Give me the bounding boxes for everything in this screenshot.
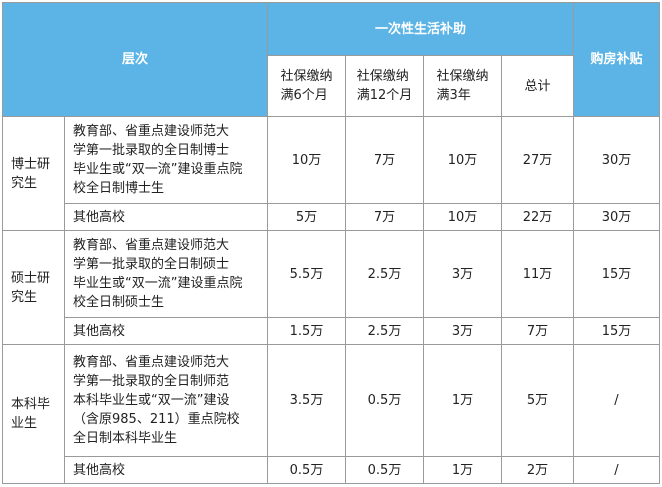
cell-3-years: 3万 <box>423 230 502 318</box>
cell-12-months: 2.5万 <box>345 230 424 318</box>
subheader-12-months-line1: 社保缴纳 <box>356 69 409 84</box>
category-undergraduate-line1: 本科毕 <box>11 397 51 412</box>
cell-3-years: 1万 <box>423 344 502 457</box>
table-row: 其他高校 0.5万 0.5万 1万 2万 / <box>3 456 660 484</box>
subheader-3-years-line2: 满3年 <box>436 88 471 103</box>
subheader-3-years: 社保缴纳满3年 <box>423 55 502 117</box>
subheader-6-months-line1: 社保缴纳 <box>280 69 333 84</box>
cell-6-months: 5万 <box>267 203 346 231</box>
desc-line: 本科毕业生或“双一流”建设 <box>73 393 230 408</box>
cell-housing: / <box>573 344 660 457</box>
category-doctoral: 博士研 究生 <box>2 116 65 231</box>
cell-total: 22万 <box>501 203 574 231</box>
category-undergraduate: 本科毕 业生 <box>2 344 65 484</box>
cell-6-months: 10万 <box>267 116 346 204</box>
cell-6-months: 3.5万 <box>267 344 346 457</box>
table-row: 硕士研究生 教育部、省重点建设师范大 学第一批录取的全日制硕士 毕业生或“双一流”建… <box>2 230 660 345</box>
subheader-12-months: 社保缴纳满12个月 <box>345 55 424 117</box>
table-row: 本科毕业生 教育部、省重点建设师范大 学第一批录取的全日制师范 本科毕业生或“双一流… <box>2 344 660 484</box>
desc-line: 学第一批录取的全日制硕士 <box>73 257 230 272</box>
cell-housing: 15万 <box>573 317 660 345</box>
cell-housing: 15万 <box>573 230 660 318</box>
desc-line: 毕业生或“双一流”建设重点院 <box>73 276 243 291</box>
cell-12-months: 0.5万 <box>345 344 424 457</box>
desc-doctoral-other: 其他高校 <box>64 203 268 231</box>
desc-undergraduate-key: 教育部、省重点建设师范大 学第一批录取的全日制师范 本科毕业生或“双一流”建设 （含原… <box>64 344 268 457</box>
cell-6-months: 1.5万 <box>267 317 346 345</box>
table-row: 其他高校 5万 7万 10万 22万 30万 <box>3 203 660 231</box>
cell-12-months: 7万 <box>345 116 424 204</box>
desc-line: （含原985、211）重点院校 <box>73 412 240 427</box>
header-living-subsidy: 一次性生活补助 <box>267 2 574 56</box>
desc-line: 校全日制博士生 <box>73 181 165 196</box>
desc-line: 校全日制硕士生 <box>73 295 165 310</box>
cell-3-years: 10万 <box>423 203 502 231</box>
table-row: 其他高校 1.5万 2.5万 3万 7万 15万 <box>3 317 660 345</box>
cell-3-years: 3万 <box>423 317 502 345</box>
desc-master-other: 其他高校 <box>64 317 268 345</box>
desc-undergraduate-other: 其他高校 <box>64 456 268 484</box>
header-level: 层次 <box>2 2 268 117</box>
cell-3-years: 10万 <box>423 116 502 204</box>
cell-housing: 30万 <box>573 203 660 231</box>
table-row: 博士研究生 教育部、省重点建设师范大 学第一批录取的全日制博士 毕业生或“双一流”建… <box>2 116 660 231</box>
cell-6-months: 5.5万 <box>267 230 346 318</box>
desc-line: 学第一批录取的全日制博士 <box>73 143 230 158</box>
category-master-line2: 究生 <box>11 289 38 305</box>
cell-housing: / <box>573 456 660 484</box>
cell-total: 11万 <box>501 230 574 318</box>
desc-line: 学第一批录取的全日制师范 <box>73 374 230 389</box>
cell-total: 5万 <box>501 344 574 457</box>
desc-line: 教育部、省重点建设师范大 <box>73 238 230 253</box>
desc-master-key: 教育部、省重点建设师范大 学第一批录取的全日制硕士 毕业生或“双一流”建设重点院 校全… <box>64 230 268 318</box>
category-doctoral-line2: 究生 <box>11 175 38 191</box>
desc-doctoral-key: 教育部、省重点建设师范大 学第一批录取的全日制博士 毕业生或“双一流”建设重点院 校全… <box>64 116 268 204</box>
desc-line: 全日制本科毕业生 <box>73 431 178 446</box>
cell-3-years: 1万 <box>423 456 502 484</box>
cell-12-months: 0.5万 <box>345 456 424 484</box>
desc-line: 教育部、省重点建设师范大 <box>73 355 230 370</box>
desc-line: 毕业生或“双一流”建设重点院 <box>73 162 243 177</box>
category-master-line1: 硕士研 <box>11 270 51 286</box>
cell-housing: 30万 <box>573 116 660 204</box>
subheader-3-years-line1: 社保缴纳 <box>436 69 489 84</box>
desc-line: 教育部、省重点建设师范大 <box>73 124 230 139</box>
cell-total: 7万 <box>501 317 574 345</box>
cell-6-months: 0.5万 <box>267 456 346 484</box>
subheader-6-months-line2: 满6个月 <box>280 88 328 103</box>
subheader-6-months: 社保缴纳满6个月 <box>267 55 346 117</box>
category-doctoral-line1: 博士研 <box>11 156 51 172</box>
cell-12-months: 2.5万 <box>345 317 424 345</box>
cell-12-months: 7万 <box>345 203 424 231</box>
cell-total: 2万 <box>501 456 574 484</box>
subheader-12-months-line2: 满12个月 <box>356 88 413 103</box>
header-housing-subsidy: 购房补贴 <box>573 2 660 117</box>
category-master: 硕士研 究生 <box>2 230 65 345</box>
category-undergraduate-line2: 业生 <box>11 416 38 431</box>
subheader-total: 总计 <box>501 55 574 117</box>
cell-total: 27万 <box>501 116 574 204</box>
